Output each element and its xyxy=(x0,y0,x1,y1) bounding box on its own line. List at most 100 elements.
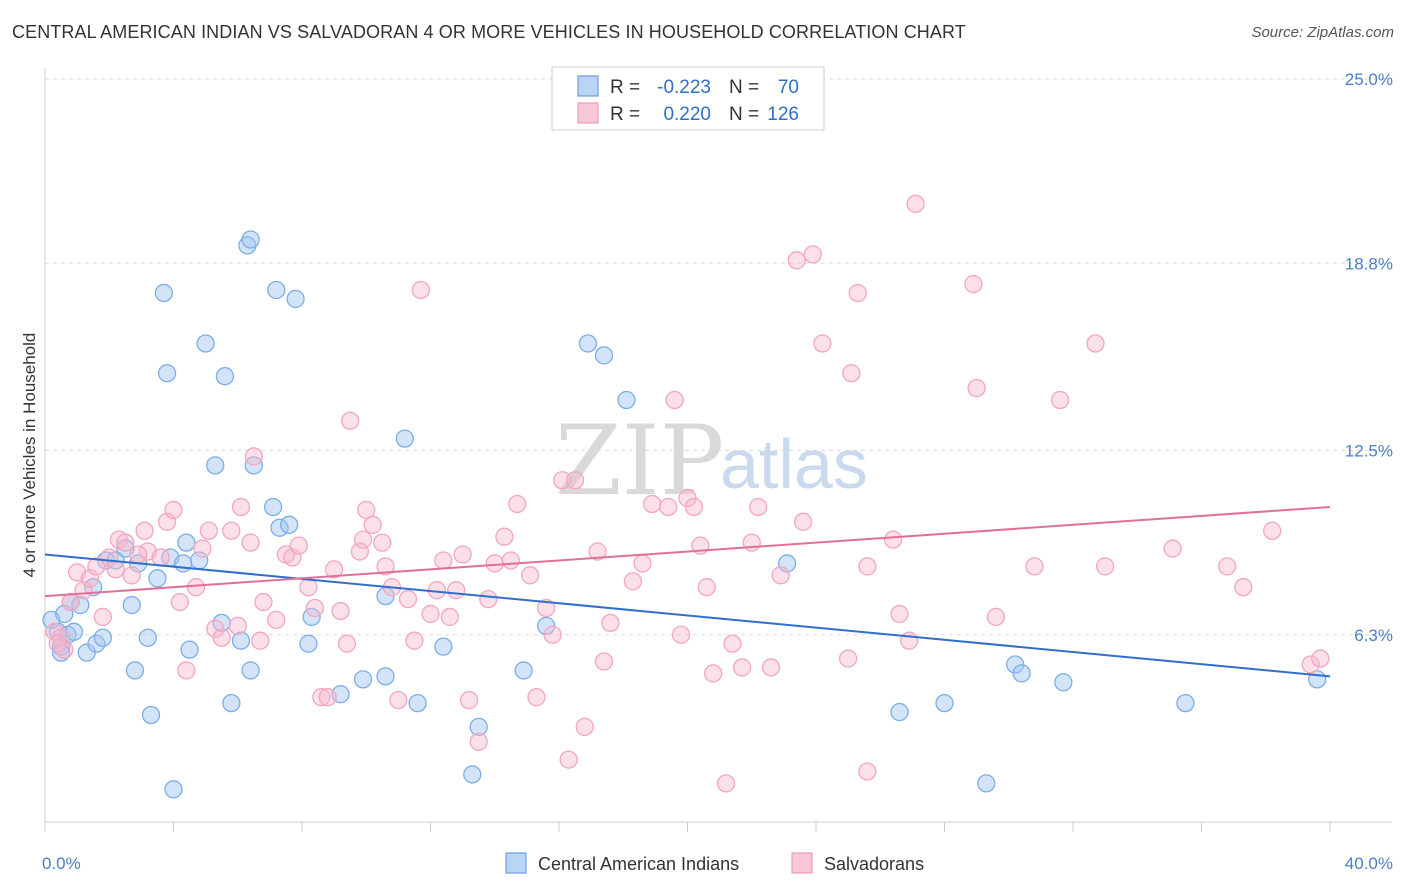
data-point xyxy=(787,251,806,270)
data-point xyxy=(125,661,145,680)
legend: R = -0.223 N = 70 R = 0.220 N = 126 xyxy=(551,66,825,131)
legend-n-value: 70 xyxy=(778,77,799,98)
data-point xyxy=(376,667,395,686)
data-point xyxy=(318,688,337,707)
data-point xyxy=(186,578,206,597)
data-point xyxy=(154,283,174,303)
data-point xyxy=(771,566,790,585)
data-point xyxy=(305,598,325,618)
data-point xyxy=(254,592,273,612)
data-point xyxy=(222,693,241,713)
source-label: Source: ZipAtlas.com xyxy=(1251,24,1394,41)
data-point xyxy=(1176,693,1195,713)
data-point xyxy=(122,566,141,585)
data-point xyxy=(594,346,614,365)
legend-r-value: 0.220 xyxy=(663,104,711,125)
y-tick-label: 25.0% xyxy=(1345,70,1393,89)
trend-line xyxy=(44,505,1331,598)
data-point xyxy=(398,589,418,609)
data-point xyxy=(1301,655,1320,674)
data-point xyxy=(967,378,986,398)
watermark-atlas: atlas xyxy=(720,425,868,503)
data-point xyxy=(215,367,235,386)
data-point xyxy=(199,521,218,540)
data-point xyxy=(485,554,504,573)
data-point xyxy=(106,560,125,579)
data-point xyxy=(1095,557,1115,576)
data-point xyxy=(241,661,260,680)
data-point xyxy=(373,533,392,552)
data-point xyxy=(986,607,1006,627)
data-point xyxy=(623,572,643,591)
data-point xyxy=(588,542,607,561)
legend-swatch-blue xyxy=(577,75,599,97)
data-point xyxy=(312,688,331,707)
data-point xyxy=(520,566,540,585)
data-point xyxy=(742,533,761,552)
data-point xyxy=(732,658,752,677)
data-point xyxy=(222,521,241,540)
data-point xyxy=(93,628,112,647)
bottom-legend-swatch-pink xyxy=(791,852,813,874)
data-point xyxy=(141,705,161,725)
data-point xyxy=(1263,521,1282,540)
data-point xyxy=(890,604,909,624)
data-point xyxy=(231,497,251,517)
data-point xyxy=(803,245,822,264)
data-point xyxy=(408,693,427,713)
data-point xyxy=(842,364,861,383)
data-point xyxy=(459,690,479,710)
data-point xyxy=(508,494,527,514)
data-point xyxy=(643,494,662,514)
data-point xyxy=(1163,539,1182,558)
data-point xyxy=(1311,649,1330,668)
data-point xyxy=(514,661,533,680)
legend-n-label: N = xyxy=(729,104,759,125)
data-point xyxy=(48,634,67,653)
data-point xyxy=(286,289,305,309)
data-point xyxy=(537,598,556,618)
data-point xyxy=(299,634,318,653)
data-point xyxy=(977,774,996,793)
data-point xyxy=(537,616,556,635)
data-point xyxy=(543,625,562,644)
data-point xyxy=(206,619,225,638)
data-point xyxy=(900,631,919,650)
data-point xyxy=(697,578,716,597)
data-point xyxy=(1086,334,1105,353)
y-axis-label: 4 or more Vehicles in Household xyxy=(20,333,39,578)
data-point xyxy=(501,551,520,570)
data-point xyxy=(890,702,909,722)
data-point xyxy=(299,578,318,597)
data-point xyxy=(838,649,858,668)
data-point xyxy=(177,661,196,680)
data-point xyxy=(122,595,141,615)
data-point xyxy=(848,283,867,303)
series-salvadorans-points xyxy=(45,194,1330,793)
data-point xyxy=(434,637,453,656)
data-point xyxy=(527,688,546,707)
y-tick-labels: 6.3% 12.5% 18.8% 25.0% xyxy=(1345,70,1393,645)
data-point xyxy=(883,530,903,549)
data-point xyxy=(684,497,704,517)
data-point xyxy=(578,334,598,353)
bottom-legend-label: Central American Indians xyxy=(538,854,739,874)
bottom-legend-swatch-blue xyxy=(505,852,527,874)
data-point xyxy=(353,530,373,549)
data-point xyxy=(617,390,636,410)
data-point xyxy=(411,280,431,300)
data-point xyxy=(267,610,286,630)
legend-n-value: 126 xyxy=(767,104,799,125)
y-tick-label: 18.8% xyxy=(1345,254,1393,273)
data-point xyxy=(678,488,697,508)
chart-title: CENTRAL AMERICAN INDIAN VS SALVADORAN 4 … xyxy=(12,22,966,42)
data-point xyxy=(594,652,614,671)
data-point xyxy=(447,581,466,600)
x-tick-labels: 0.0% 40.0% xyxy=(42,854,1393,873)
data-point xyxy=(858,762,877,781)
series-central-american-indians-points xyxy=(42,230,1327,799)
data-point xyxy=(575,717,594,737)
legend-r-label: R = xyxy=(610,77,640,98)
trend-line xyxy=(44,553,1331,678)
data-point xyxy=(289,536,308,555)
